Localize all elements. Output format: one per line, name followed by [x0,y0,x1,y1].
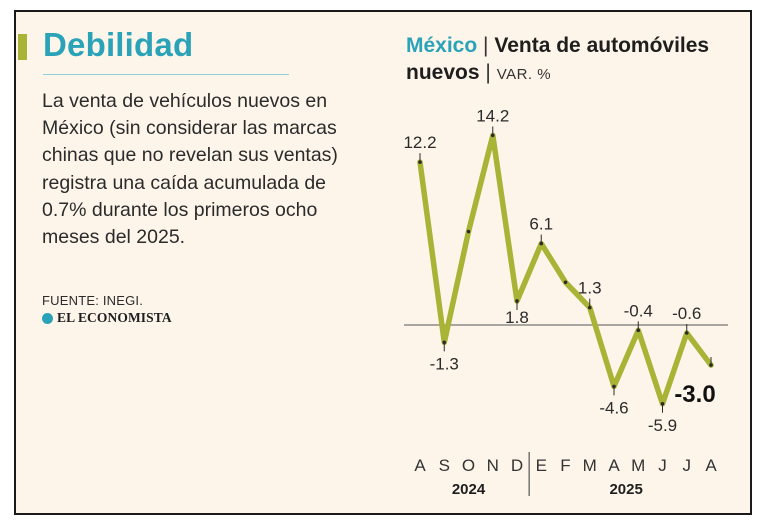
data-point [612,384,616,389]
year-label: 2024 [452,481,486,498]
data-label: -0.6 [672,304,701,323]
x-tick-label: F [560,456,570,475]
data-point [709,363,713,367]
x-tick-label: J [658,456,667,475]
data-label: -1.3 [430,354,459,373]
data-point [490,133,495,138]
x-tick-label: A [414,456,426,475]
headline-divider [43,74,289,75]
data-label: -5.9 [648,416,677,435]
headline: Debilidad [43,26,194,63]
data-point [684,331,689,335]
data-point [539,241,544,246]
data-label: -3.0 [674,381,715,408]
x-tick-label: E [536,456,547,475]
source-note: FUENTE: INEGI. [42,293,144,308]
line-chart: 12.2 -1.3 14.2 1.8 6.1 1.3 -4.6 -0.4 -5.9 -0.6 -3.… [403,106,728,498]
x-tick-label: M [583,456,597,475]
data-label: -4.6 [599,398,628,417]
x-tick-label: A [608,456,620,475]
data-label: 6.1 [529,215,553,234]
data-label: 1.3 [578,279,602,298]
data-point [466,229,471,234]
series-line [417,132,714,407]
data-label: 1.8 [505,308,529,327]
brand-name: EL ECONOMISTA [57,310,172,325]
data-point [418,160,422,164]
brand-logo-icon [42,312,53,324]
data-label: -0.4 [624,301,653,320]
x-tick-label: O [462,456,475,475]
x-tick-label: S [439,456,450,475]
infographic-card: Debilidad La venta de vehículos nuevos e… [14,10,752,515]
year-label: 2025 [609,481,642,498]
x-tick-label: M [631,456,645,475]
accent-bar [18,34,27,60]
x-tick-label: A [705,456,717,475]
brand: EL ECONOMISTA [42,310,172,326]
x-tick-label: N [487,456,499,475]
data-point [660,401,665,406]
data-point [587,305,592,310]
chart-title-country: México [406,34,478,57]
chart-title-separator: | [483,34,489,57]
chart-title: México | Venta de automóviles nuevos | V… [406,32,750,88]
x-tick-label: J [683,456,692,475]
data-point [563,280,568,285]
body-text: La venta de vehículos nuevos en México (… [42,90,338,249]
data-point [636,328,641,333]
data-point [442,340,447,345]
chart-unit: VAR. % [496,66,552,83]
chart-title-text: Venta de automóviles nuevos [406,34,710,84]
x-tick-label: D [511,456,523,475]
data-label: 14.2 [476,106,509,125]
data-point [515,299,519,303]
chart-unit-separator: | [485,61,491,84]
data-label: 12.2 [403,133,436,152]
